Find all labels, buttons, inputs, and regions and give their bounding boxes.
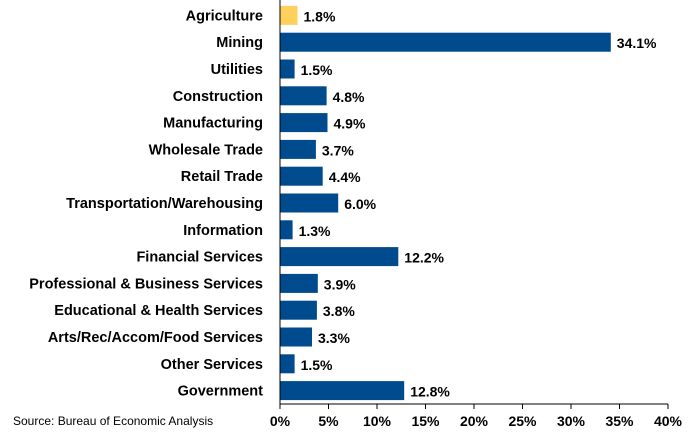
bar-transportation-warehousing xyxy=(280,193,339,213)
x-tick-label: 0% xyxy=(270,413,291,429)
bar-financial-services xyxy=(280,247,399,267)
x-tick-label: 20% xyxy=(460,413,489,429)
bar-government xyxy=(280,381,405,401)
bar-professional-business-services xyxy=(280,273,318,293)
data-label: 4.8% xyxy=(333,89,365,105)
bar-information xyxy=(280,220,293,240)
category-label: Other Services xyxy=(161,357,263,373)
data-label: 1.5% xyxy=(301,357,333,373)
data-label: 34.1% xyxy=(617,35,657,51)
category-label: Educational & Health Services xyxy=(54,303,263,319)
category-label: Mining xyxy=(216,35,263,51)
category-label: Financial Services xyxy=(136,250,263,266)
category-label: Transportation/Warehousing xyxy=(66,196,263,212)
category-label: Agriculture xyxy=(186,8,263,24)
source-note: Source: Bureau of Economic Analysis xyxy=(13,414,214,428)
data-label: 4.9% xyxy=(334,116,366,132)
bar-mining xyxy=(280,32,611,52)
bar-construction xyxy=(280,86,327,106)
bar-retail-trade xyxy=(280,166,323,186)
bar-other-services xyxy=(280,354,295,374)
x-tick-label: 25% xyxy=(508,413,537,429)
bar-agriculture xyxy=(280,5,298,25)
bar-arts-rec-accom-food-services xyxy=(280,327,312,347)
data-label: 12.8% xyxy=(410,384,450,400)
category-label: Utilities xyxy=(211,62,263,78)
data-label: 3.3% xyxy=(318,330,350,346)
x-tick-label: 15% xyxy=(411,413,440,429)
bar-wholesale-trade xyxy=(280,139,316,159)
data-label: 12.2% xyxy=(404,250,444,266)
category-label: Professional & Business Services xyxy=(29,276,263,292)
category-label: Information xyxy=(183,223,263,239)
x-tick-label: 5% xyxy=(318,413,339,429)
category-label: Government xyxy=(178,384,264,400)
data-label: 1.8% xyxy=(304,8,336,24)
category-label: Wholesale Trade xyxy=(149,142,263,158)
x-tick-label: 30% xyxy=(557,413,586,429)
category-label: Construction xyxy=(173,89,263,105)
data-label: 3.7% xyxy=(322,142,354,158)
category-label: Arts/Rec/Accom/Food Services xyxy=(48,330,263,346)
data-label: 3.9% xyxy=(324,276,356,292)
data-label: 1.3% xyxy=(299,223,331,239)
data-label: 6.0% xyxy=(344,196,376,212)
bar-educational-health-services xyxy=(280,300,317,320)
category-label: Manufacturing xyxy=(163,116,263,132)
bar-utilities xyxy=(280,59,295,79)
data-label: 3.8% xyxy=(323,303,355,319)
data-label: 1.5% xyxy=(301,62,333,78)
data-label: 4.4% xyxy=(329,169,361,185)
category-label: Retail Trade xyxy=(181,169,263,185)
bar-manufacturing xyxy=(280,113,328,133)
x-tick-label: 40% xyxy=(654,413,683,429)
x-tick-label: 35% xyxy=(605,413,634,429)
x-tick-label: 10% xyxy=(363,413,392,429)
